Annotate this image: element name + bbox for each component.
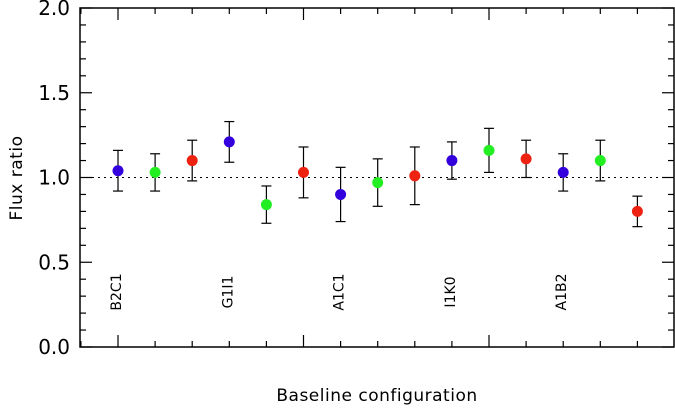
data-point: [260, 199, 272, 211]
group-label: A1B2: [554, 274, 570, 311]
data-point: [112, 165, 124, 177]
y-tick-label: 0.5: [38, 250, 70, 274]
y-tick-label: 0.0: [38, 335, 70, 359]
group-label: B2C1: [109, 273, 125, 310]
y-tick-label: 1.0: [38, 166, 70, 190]
x-axis-title: Baseline configuration: [276, 386, 477, 406]
data-point: [186, 155, 198, 167]
data-point: [335, 188, 347, 200]
group-label: A1C1: [332, 273, 348, 310]
data-point: [594, 155, 606, 167]
data-point: [372, 177, 384, 189]
data-point: [557, 166, 569, 178]
y-tick-label: 2.0: [38, 0, 70, 20]
group-label: G1I1: [220, 276, 236, 309]
data-point: [631, 205, 643, 217]
data-point: [149, 166, 161, 178]
data-point: [298, 166, 309, 178]
group-label: I1K0: [443, 276, 459, 307]
plot-area: 0.0 0.5 1.0 1.5 2.0 B2C1 G1I1 A1C1 I1K0 A1B2: [38, 0, 675, 359]
y-tick-label: 1.5: [38, 81, 70, 105]
data-point: [520, 153, 532, 165]
data-point: [223, 136, 235, 148]
data-point: [483, 144, 495, 156]
data-point: [446, 155, 458, 167]
y-axis-title: Flux ratio: [7, 136, 27, 221]
data-point: [409, 170, 421, 182]
